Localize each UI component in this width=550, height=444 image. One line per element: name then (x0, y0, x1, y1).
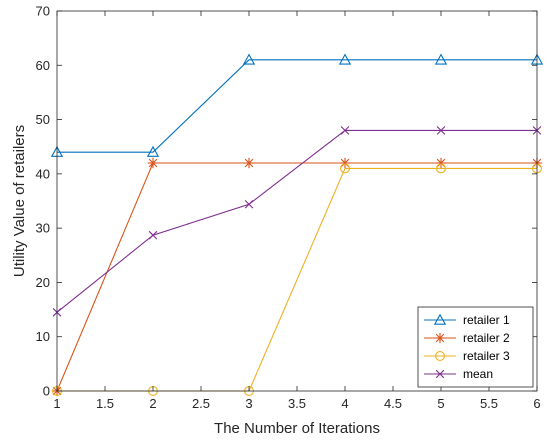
legend-item: retailer 3 (424, 349, 510, 363)
data-point (340, 126, 350, 135)
data-point (147, 157, 159, 169)
y-tick-label: 40 (36, 166, 50, 181)
x-axis-label: The Number of Iterations (214, 420, 380, 437)
x-tick-label: 1.5 (96, 396, 114, 411)
legend-label: mean (463, 367, 493, 381)
legend-marker (433, 313, 447, 325)
data-point (244, 199, 254, 209)
x-tick-label: 1 (53, 396, 60, 411)
y-tick-label: 70 (36, 4, 50, 19)
series-line (56, 162, 537, 392)
legend-item: mean (424, 367, 493, 381)
legend-item: retailer 2 (424, 331, 510, 345)
x-tick-label: 4.5 (384, 396, 402, 411)
x-tick-label: 6 (533, 396, 540, 411)
legend-marker (435, 369, 445, 379)
y-tick-label: 50 (36, 112, 50, 127)
legend-marker (435, 351, 445, 361)
x-tick-label: 3 (245, 396, 252, 411)
data-point (436, 126, 446, 135)
data-point (243, 157, 255, 169)
x-tick-label: 2 (149, 396, 156, 411)
data-point (435, 157, 447, 169)
y-axis-label: Utility Value of retailers (11, 125, 28, 277)
data-point (436, 163, 446, 174)
legend-label: retailer 2 (463, 331, 510, 345)
y-tick-label: 60 (36, 58, 50, 73)
y-tick-label: 30 (36, 221, 50, 236)
y-tick-label: 0 (43, 384, 50, 399)
x-tick-label: 4 (341, 396, 348, 411)
data-point (146, 145, 160, 157)
series-line (56, 129, 537, 313)
data-point (434, 53, 448, 65)
legend-item: retailer 1 (424, 313, 510, 327)
x-tick-label: 5 (437, 396, 444, 411)
x-tick-label: 3.5 (288, 396, 306, 411)
x-tick-label: 2.5 (192, 396, 210, 411)
data-point (148, 230, 158, 240)
legend-label: retailer 1 (463, 313, 510, 327)
data-point (242, 53, 256, 65)
legend-label: retailer 3 (463, 349, 510, 363)
y-tick-label: 20 (36, 275, 50, 290)
legend: retailer 1 retailer 2 retailer 3 mean (417, 306, 534, 388)
y-tick-label: 10 (36, 329, 50, 344)
legend-marker (434, 332, 446, 344)
series-line (57, 59, 537, 153)
data-point (338, 53, 352, 65)
x-tick-label: 5.5 (480, 396, 498, 411)
data-point (339, 157, 351, 169)
data-point (340, 163, 350, 174)
